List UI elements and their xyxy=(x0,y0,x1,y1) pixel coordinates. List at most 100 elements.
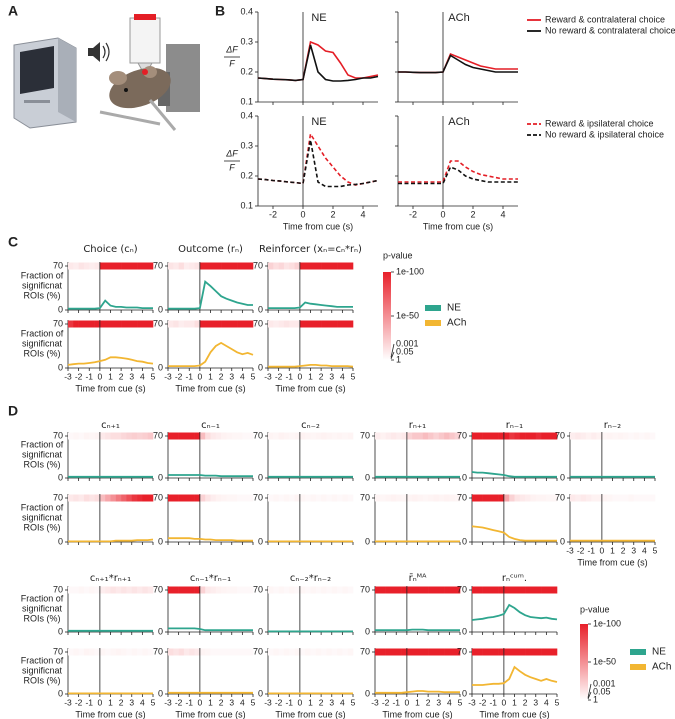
pvalue-cell xyxy=(503,586,510,594)
pvalue-cell xyxy=(428,648,434,656)
pvalue-cell xyxy=(412,586,418,594)
pvalue-cell xyxy=(509,494,515,502)
pvalue-cell xyxy=(390,586,397,594)
x-tick-label: 2 xyxy=(319,371,324,381)
x-tick-label: -1 xyxy=(587,545,595,555)
pvalue-cell xyxy=(310,262,317,270)
x-tick-label: 3 xyxy=(129,371,134,381)
y-tick-label: 70 xyxy=(53,260,63,270)
pvalue-cell xyxy=(242,494,248,502)
pvalue-cell xyxy=(385,586,392,594)
pvalue-cell xyxy=(183,586,190,594)
pvalue-cell xyxy=(509,586,515,594)
x-label: Time from cue (s) xyxy=(175,709,245,719)
legend-label: ACh xyxy=(652,662,671,673)
pvalue-cell xyxy=(331,262,338,270)
pvalue-cell xyxy=(131,262,138,270)
x-tick-label: 2 xyxy=(119,697,124,707)
pvalue-cell xyxy=(438,648,445,656)
y-label: Fraction of xyxy=(21,593,64,603)
pvalue-cell xyxy=(438,586,445,594)
pvalue-cell xyxy=(205,432,211,440)
pvalue-cell xyxy=(380,432,386,440)
pvalue-cell xyxy=(428,494,434,502)
pvalue-cell xyxy=(205,494,211,502)
y-label: significnat xyxy=(22,338,63,348)
pvalue-cell xyxy=(401,494,408,502)
x-tick-label: -3 xyxy=(264,697,272,707)
x-tick-label: 4 xyxy=(240,371,245,381)
pvalue-cell xyxy=(242,648,248,656)
pvalue-cell xyxy=(68,432,74,440)
pvalue-cell xyxy=(89,320,95,328)
x-tick-label: -2 xyxy=(382,697,390,707)
x-tick-label: 1 xyxy=(108,697,113,707)
y-tick-label: 0 xyxy=(258,304,263,314)
x-tick-label: 0 xyxy=(98,697,103,707)
pvalue-cell xyxy=(189,262,195,270)
y-tick-label: 0 xyxy=(258,536,263,546)
pvalue-cell xyxy=(551,494,558,502)
y-tick-label: 70 xyxy=(53,318,63,328)
pvalue-cell xyxy=(294,494,301,502)
x-tick-label: 2 xyxy=(330,209,335,219)
pvalue-cell xyxy=(94,262,101,270)
column-title: NE xyxy=(311,12,326,24)
pvalue-cell xyxy=(147,648,154,656)
pvalue-cell xyxy=(633,494,640,502)
y-tick-label: 0 xyxy=(365,626,370,636)
pvalue-cell xyxy=(310,432,317,440)
pvalue-cell xyxy=(601,432,608,440)
y-tick-label: 70 xyxy=(360,584,370,594)
pvalue-cell xyxy=(89,494,95,502)
pvalue-cell xyxy=(178,586,185,594)
pvalue-cell xyxy=(289,320,295,328)
pvalue-cell xyxy=(273,320,279,328)
y-label: ROIs (%) xyxy=(24,290,61,300)
pvalue-cell xyxy=(305,432,311,440)
pvalue-cell xyxy=(115,494,122,502)
panel-label: B xyxy=(215,3,225,19)
panel-title: r̄ₙᴹᴬ xyxy=(409,573,428,584)
pvalue-cell xyxy=(189,320,195,328)
pvalue-cell xyxy=(321,586,327,594)
pvalue-cell xyxy=(173,432,179,440)
colorbar-tick-label: 1 xyxy=(593,694,598,704)
x-tick-label: 3 xyxy=(436,697,441,707)
y-tick-label: 70 xyxy=(457,430,467,440)
pvalue-cell xyxy=(173,586,179,594)
pvalue-cell xyxy=(326,262,333,270)
pvalue-cell xyxy=(268,586,274,594)
x-tick-label: 0 xyxy=(600,545,605,555)
pvalue-cell xyxy=(347,586,354,594)
pvalue-cell xyxy=(110,432,117,440)
y-tick-label: 0.3 xyxy=(240,36,253,46)
y-tick-label: 70 xyxy=(253,646,263,656)
panel-title: cₙ₋₂*rₙ₋₂ xyxy=(290,573,331,584)
y-tick-label: 70 xyxy=(153,430,163,440)
y-tick-label: 0 xyxy=(258,626,263,636)
pvalue-cell xyxy=(385,494,392,502)
x-tick-label: 0 xyxy=(405,697,410,707)
x-tick-label: 0 xyxy=(198,371,203,381)
pvalue-cell xyxy=(178,262,185,270)
x-tick-label: 4 xyxy=(140,697,145,707)
pvalue-cell xyxy=(210,648,217,656)
pvalue-cell xyxy=(268,262,274,270)
pvalue-cell xyxy=(121,320,127,328)
pvalue-cell xyxy=(205,320,211,328)
x-tick-label: -1 xyxy=(85,371,93,381)
pvalue-cell xyxy=(94,494,101,502)
pvalue-cell xyxy=(294,262,301,270)
x-tick-label: -2 xyxy=(269,209,277,219)
pvalue-cell xyxy=(406,494,413,502)
pvalue-cell xyxy=(121,262,127,270)
pvalue-cell xyxy=(509,648,515,656)
x-label: Time from cue (s) xyxy=(283,221,353,231)
pvalue-cell xyxy=(535,432,542,440)
y-tick-label: 0.4 xyxy=(240,110,253,120)
pvalue-cell xyxy=(541,586,547,594)
pvalue-cell xyxy=(493,586,499,594)
pvalue-cell xyxy=(406,586,413,594)
pvalue-cell xyxy=(78,320,85,328)
